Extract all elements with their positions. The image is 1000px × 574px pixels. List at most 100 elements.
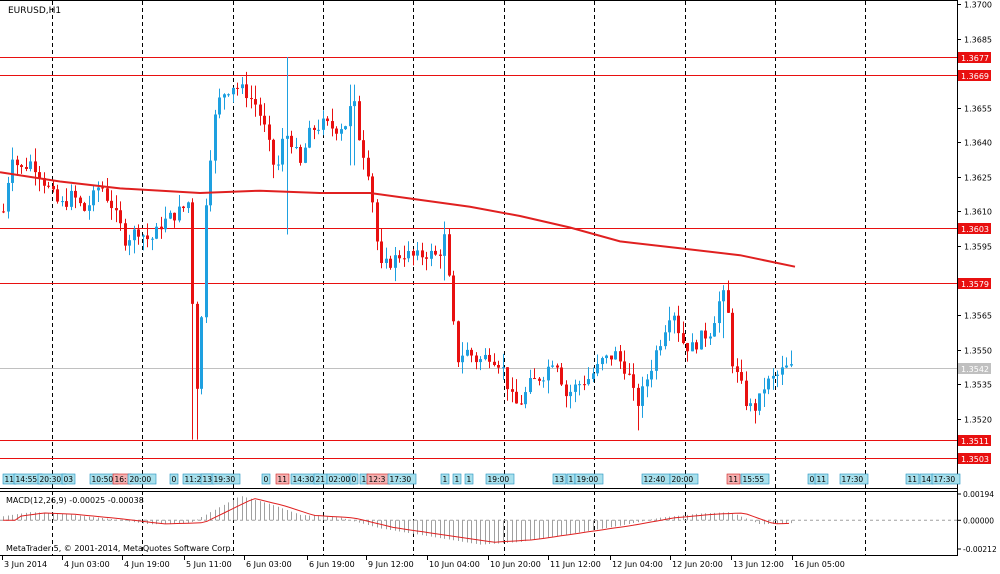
time-tick-label: 4 Jun 03:00: [64, 560, 110, 569]
time-tick-label: 9 Jun 12:00: [368, 560, 414, 569]
level-tag: [958, 52, 991, 63]
event-marker: [905, 473, 920, 485]
event-label: 17:30: [934, 475, 956, 484]
candle-body: [326, 118, 329, 122]
candle-body: [322, 118, 325, 130]
event-label: 14:55: [16, 475, 38, 484]
candle-body: [277, 164, 280, 166]
candle-body: [632, 374, 635, 388]
time-tick-label: 12 Jun 04:00: [612, 560, 663, 569]
candle-body: [214, 114, 217, 161]
event-label: 1: [362, 475, 367, 484]
price-tick-label: 1.3655: [964, 105, 992, 114]
candle-body: [268, 124, 271, 140]
candle-body: [47, 185, 50, 187]
candle-body: [713, 323, 716, 337]
event-label: 1: [443, 475, 448, 484]
price-tick-label: 1.3625: [964, 174, 992, 183]
candle-body: [578, 384, 581, 386]
candle-body: [506, 367, 509, 390]
candle-body: [497, 364, 500, 368]
event-label: 12:3: [369, 475, 386, 484]
candle-body: [457, 321, 460, 363]
candle-body: [745, 380, 748, 407]
event-marker: [839, 473, 869, 485]
event-label: 17:30: [390, 475, 412, 484]
event-label: 11: [908, 475, 918, 484]
candle-body: [241, 84, 244, 89]
candle-body: [394, 255, 397, 268]
candle-body: [376, 202, 379, 242]
grid-lines: [0, 0, 958, 556]
candle-body: [164, 218, 167, 230]
candle-body: [488, 354, 491, 362]
candle-body: [542, 380, 545, 382]
time-tick-label: 6 Jun 19:00: [309, 560, 355, 569]
symbol-label: EURUSD,H1: [8, 6, 61, 16]
candle-body: [407, 251, 410, 259]
candle-body: [83, 203, 86, 211]
level-label: 1.3669: [961, 72, 989, 81]
time-tick-label: 10 Jun 04:00: [429, 560, 480, 569]
candle-body: [466, 349, 469, 356]
level-tag: [958, 435, 991, 446]
candle-body: [691, 342, 694, 352]
candle-body: [11, 159, 14, 183]
candle-body: [785, 365, 788, 368]
candle-body: [331, 121, 334, 129]
event-label: 13: [203, 475, 213, 484]
candle-body: [34, 161, 37, 173]
candle-body: [425, 257, 428, 259]
candle-body: [533, 378, 536, 380]
level-label: 1.3579: [961, 280, 989, 289]
event-label: 19:30: [214, 475, 236, 484]
horizontal-levels[interactable]: [0, 57, 957, 459]
candle-body: [767, 378, 770, 390]
candle-body: [448, 234, 451, 276]
candle-body: [470, 349, 473, 356]
candle-body: [520, 403, 523, 405]
candle-body: [511, 389, 514, 392]
candle-body: [20, 165, 23, 167]
level-tag: [958, 223, 991, 234]
event-label: 21: [316, 475, 326, 484]
candle-body: [673, 315, 676, 321]
candle-body: [101, 187, 104, 189]
candle-body: [758, 393, 761, 411]
time-tick-label: 3 Jun 2014: [4, 560, 47, 569]
candle-body: [317, 129, 320, 131]
event-label: 15:55: [743, 475, 765, 484]
candle-body: [178, 206, 181, 221]
candle-body: [263, 115, 266, 125]
event-marker: [726, 473, 741, 485]
candle-body: [731, 312, 734, 367]
event-label: 0: [172, 475, 177, 484]
candle-body: [196, 303, 199, 389]
candle-body: [551, 365, 554, 367]
candle-body: [416, 250, 419, 256]
candle-body: [479, 359, 482, 363]
candle-body: [52, 185, 55, 190]
event-label: 12:40: [644, 475, 666, 484]
candle-body: [727, 290, 730, 313]
event-marker: [169, 473, 179, 485]
candle-body: [245, 84, 248, 99]
candle-body: [124, 223, 127, 246]
event-label: 10:50: [92, 475, 114, 484]
copyright-footer: MetaTrader 5, © 2001-2014, MetaQuotes So…: [6, 544, 233, 553]
candle-body: [349, 106, 352, 127]
candle-body: [200, 317, 203, 389]
event-label: 20:00: [130, 475, 152, 484]
candle-body: [659, 346, 662, 351]
candle-body: [61, 201, 64, 203]
event-marker: [440, 473, 450, 485]
candle-body: [443, 234, 446, 256]
time-axis: 3 Jun 2014 4 Jun 03:00 4 Jun 19:00 5 Jun 11…: [2, 556, 845, 569]
level-label: 1.3603: [961, 225, 989, 234]
candle-body: [151, 238, 154, 240]
event-marker: [211, 473, 241, 485]
candle-body: [682, 333, 685, 344]
